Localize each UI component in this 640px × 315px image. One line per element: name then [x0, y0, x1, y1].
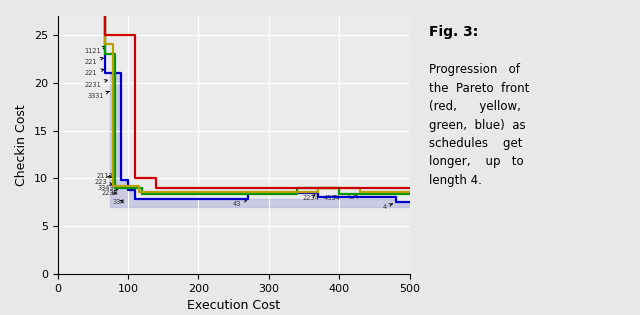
- Text: 223: 223: [94, 179, 113, 185]
- Text: 43: 43: [232, 200, 246, 207]
- Text: 4: 4: [383, 204, 392, 210]
- Text: 2113: 2113: [96, 173, 113, 179]
- Text: Progression   of
the  Pareto  front
(red,      yellow,
green,  blue)  as
schedul: Progression of the Pareto front (red, ye…: [429, 63, 529, 187]
- Text: 1121: 1121: [84, 46, 105, 54]
- Text: Fig. 3:: Fig. 3:: [429, 25, 478, 39]
- Polygon shape: [110, 73, 410, 207]
- X-axis label: Execution Cost: Execution Cost: [187, 299, 280, 312]
- Text: 221: 221: [84, 69, 104, 76]
- Text: 334: 334: [113, 199, 125, 205]
- Text: 4334: 4334: [324, 196, 340, 202]
- Text: 2234: 2234: [303, 195, 319, 201]
- Text: 2231: 2231: [84, 80, 108, 88]
- Text: 434: 434: [346, 193, 359, 200]
- Text: 221: 221: [84, 57, 103, 65]
- Text: 3343: 3343: [98, 185, 117, 191]
- Text: 3331: 3331: [87, 91, 109, 99]
- Y-axis label: Checkin Cost: Checkin Cost: [15, 104, 28, 186]
- Text: 2234: 2234: [101, 190, 118, 196]
